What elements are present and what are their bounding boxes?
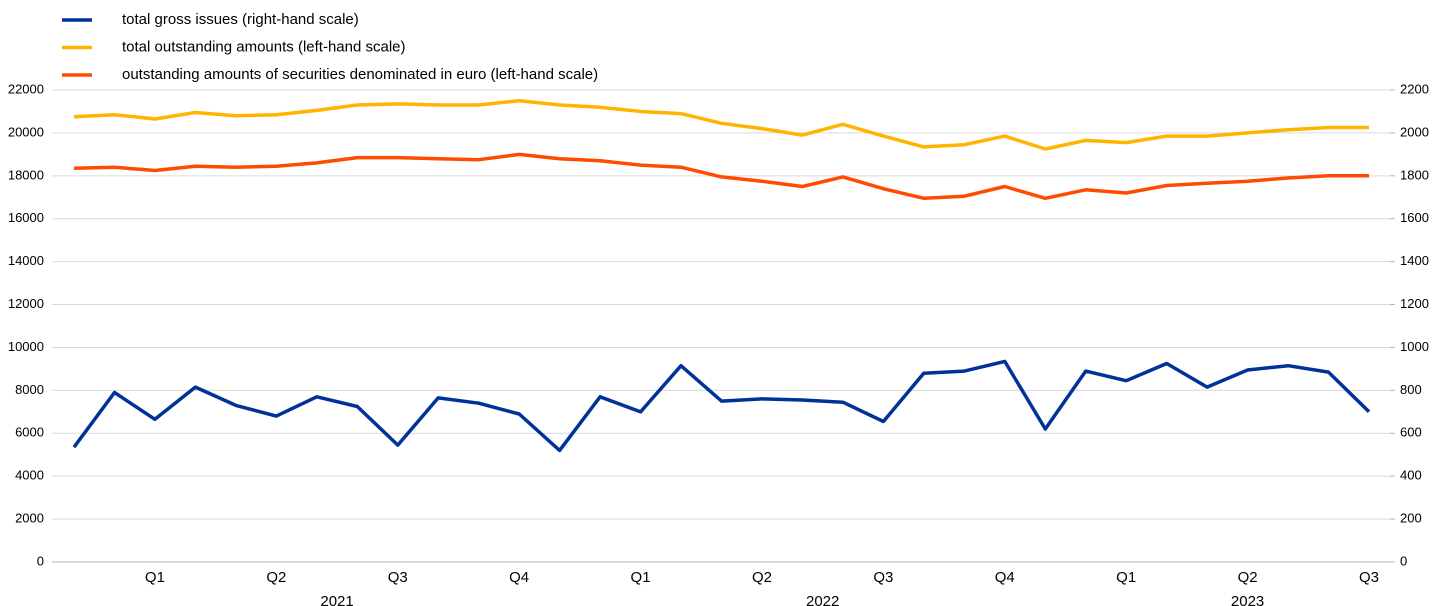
y-tick-label: 12000 — [8, 296, 44, 311]
y2-tick-label: 200 — [1400, 511, 1422, 526]
y-tick-label: 4000 — [15, 468, 44, 483]
y2-tick-label: 1000 — [1400, 339, 1429, 354]
y-tick-label: 0 — [37, 553, 44, 568]
y-tick-label: 10000 — [8, 339, 44, 354]
x-tick-label: Q2 — [752, 569, 772, 586]
year-label: 2021 — [320, 593, 353, 606]
series-line — [73, 152, 1369, 201]
y2-tick-label: 800 — [1400, 382, 1422, 397]
y2-tick-label: 2000 — [1400, 124, 1429, 139]
y-tick-label: 2000 — [15, 511, 44, 526]
x-tick-label: Q3 — [1359, 569, 1379, 586]
legend-label: total outstanding amounts (left-hand sca… — [122, 38, 406, 55]
x-tick-label: Q2 — [1238, 569, 1258, 586]
y-tick-label: 20000 — [8, 124, 44, 139]
x-tick-label: Q2 — [266, 569, 286, 586]
y-tick-label: 8000 — [15, 382, 44, 397]
y2-tick-label: 0 — [1400, 553, 1407, 568]
series-line — [72, 359, 1371, 453]
y2-tick-label: 2200 — [1400, 81, 1429, 96]
y2-tick-label: 400 — [1400, 468, 1422, 483]
y-tick-label: 18000 — [8, 167, 44, 182]
y-tick-label: 22000 — [8, 81, 44, 96]
y2-tick-label: 1400 — [1400, 253, 1429, 268]
x-tick-label: Q4 — [995, 569, 1015, 586]
y-tick-label: 6000 — [15, 425, 44, 440]
x-tick-label: Q4 — [509, 569, 529, 586]
x-tick-label: Q1 — [1116, 569, 1136, 586]
y2-tick-label: 1600 — [1400, 210, 1429, 225]
legend-label: total gross issues (right-hand scale) — [122, 11, 359, 28]
x-tick-label: Q3 — [388, 569, 408, 586]
x-tick-label: Q1 — [145, 569, 165, 586]
series-line — [73, 98, 1369, 151]
y-tick-label: 16000 — [8, 210, 44, 225]
y2-tick-label: 1200 — [1400, 296, 1429, 311]
y2-tick-label: 1800 — [1400, 167, 1429, 182]
year-label: 2023 — [1231, 593, 1264, 606]
x-tick-label: Q3 — [873, 569, 893, 586]
y-tick-label: 14000 — [8, 253, 44, 268]
year-label: 2022 — [806, 593, 839, 606]
x-tick-label: Q1 — [631, 569, 651, 586]
legend-label: outstanding amounts of securities denomi… — [122, 66, 598, 83]
y2-tick-label: 600 — [1400, 425, 1422, 440]
